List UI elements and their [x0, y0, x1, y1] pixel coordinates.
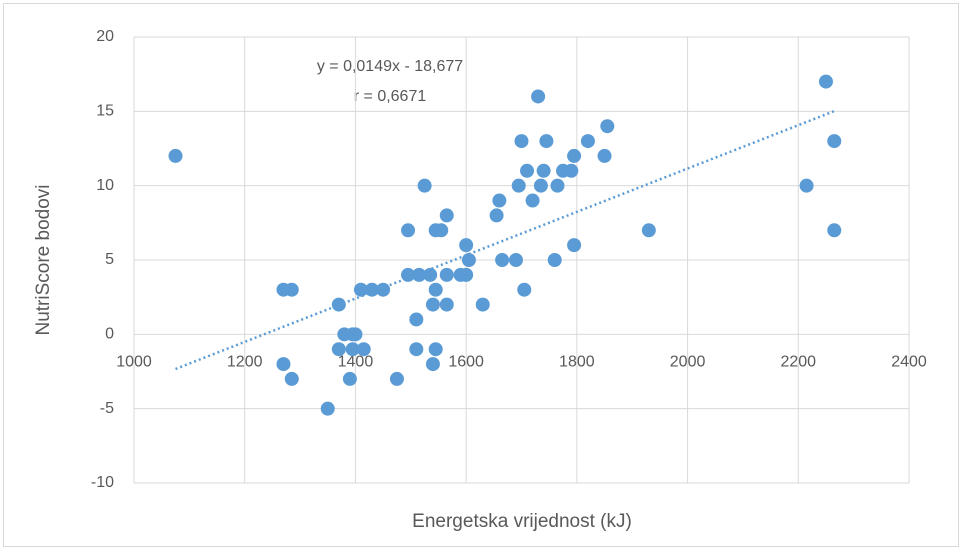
x-tick-label: 2400	[891, 354, 927, 371]
point	[345, 342, 360, 357]
point	[508, 253, 523, 267]
x-tick-label: 1800	[559, 354, 595, 371]
point	[284, 371, 299, 386]
point	[539, 134, 554, 149]
point	[401, 223, 416, 238]
equation-annotation: y = 0,0149x - 18,677	[317, 58, 463, 75]
point	[567, 148, 582, 163]
point	[525, 193, 540, 208]
x-tick-label: 2000	[670, 354, 706, 371]
point	[331, 297, 346, 312]
point	[459, 238, 474, 253]
point	[567, 238, 582, 253]
point	[533, 178, 548, 193]
point	[461, 253, 476, 267]
point	[799, 178, 814, 193]
point	[276, 357, 291, 372]
point	[331, 342, 346, 357]
point	[520, 163, 535, 178]
point	[348, 327, 363, 342]
point	[439, 208, 454, 223]
point	[536, 163, 551, 178]
point	[827, 223, 842, 238]
point	[547, 253, 562, 267]
point	[401, 267, 416, 282]
point	[342, 371, 357, 386]
point	[489, 208, 504, 223]
x-tick-label: 1600	[448, 354, 484, 371]
point	[531, 89, 546, 104]
y-tick-label: 10	[96, 177, 114, 194]
point	[284, 282, 299, 297]
point	[423, 267, 438, 282]
point	[475, 297, 490, 312]
point	[412, 267, 427, 282]
point	[168, 148, 183, 163]
y-tick-label: 20	[96, 28, 114, 45]
point	[353, 282, 368, 297]
point	[827, 134, 842, 149]
point	[600, 119, 615, 134]
point	[434, 223, 449, 238]
x-tick-label: 1200	[227, 354, 263, 371]
point	[320, 401, 335, 416]
point	[514, 134, 529, 149]
x-tick-label: 1000	[116, 354, 152, 371]
point	[428, 342, 443, 357]
point	[417, 178, 432, 193]
point	[365, 282, 380, 297]
point	[459, 267, 474, 282]
y-axis-label: NutriScore bodovi	[33, 184, 54, 335]
point	[356, 342, 371, 357]
point	[439, 297, 454, 312]
point	[818, 74, 833, 89]
point	[389, 371, 404, 386]
point	[550, 178, 565, 193]
y-tick-label: 15	[96, 103, 114, 120]
x-tick-label: 2200	[780, 354, 816, 371]
y-tick-label: -10	[91, 474, 114, 491]
point	[517, 282, 532, 297]
point	[428, 282, 443, 297]
r-annotation: r = 0,6671	[354, 88, 427, 105]
point	[511, 178, 526, 193]
y-tick-label: -5	[100, 400, 114, 417]
point	[376, 282, 391, 297]
point	[425, 297, 440, 312]
x-tick-label: 1400	[338, 354, 374, 371]
point	[425, 357, 440, 372]
point	[564, 163, 579, 178]
point	[580, 134, 595, 149]
point	[439, 267, 454, 282]
point	[409, 342, 424, 357]
point	[495, 253, 510, 267]
x-axis-label: Energetska vrijednost (kJ)	[412, 511, 632, 532]
chart-border	[3, 3, 959, 547]
point	[641, 223, 656, 238]
point	[597, 148, 612, 163]
point	[409, 312, 424, 327]
y-tick-label: 5	[105, 251, 114, 268]
point	[492, 193, 507, 208]
y-tick-label: 0	[105, 326, 114, 343]
